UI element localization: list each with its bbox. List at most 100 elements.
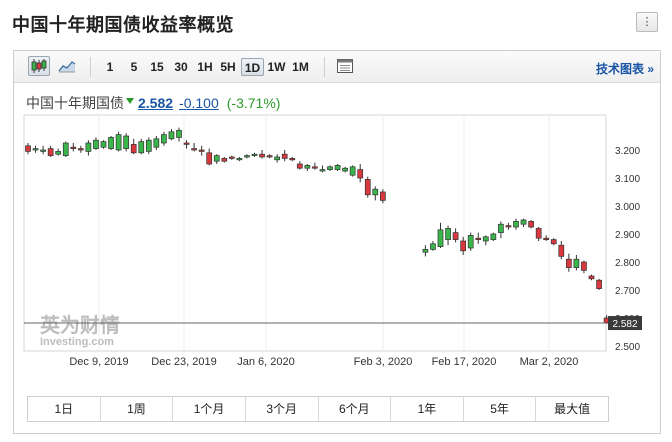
candle-up xyxy=(213,155,220,162)
candle-down xyxy=(198,149,205,152)
quote-row: 中国十年期国债 2.582 -0.100 (-3.71%) xyxy=(26,93,280,111)
candle-up xyxy=(319,169,326,172)
candle-up xyxy=(168,131,175,140)
candle-down xyxy=(221,158,228,162)
candle-up xyxy=(422,249,429,253)
x-tick-label: Mar 2, 2020 xyxy=(520,356,579,368)
technical-chart-link[interactable]: 技术图表 » xyxy=(595,62,654,76)
price-change-percent: (-3.71%) xyxy=(226,95,281,111)
range-3m[interactable]: 3个月 xyxy=(246,397,319,421)
plot-area xyxy=(23,114,607,352)
watermark-cn: 英为财情 xyxy=(40,313,120,337)
candle-up xyxy=(482,236,489,242)
y-tick-label: 2.500 xyxy=(615,342,640,353)
timeframe-30[interactable]: 30 xyxy=(174,60,188,74)
timeframe-15[interactable]: 15 xyxy=(150,60,164,74)
candle-down xyxy=(183,142,190,145)
y-tick-label: 2.800 xyxy=(615,258,640,269)
y-tick-label: 3.000 xyxy=(615,202,640,213)
candle-down xyxy=(528,221,534,228)
candle-up xyxy=(342,167,348,172)
candlestick-chart[interactable]: 英为财情 Investing.com 3.200 3.100 3.000 2.900 2… xyxy=(14,51,660,391)
candle-down xyxy=(77,148,84,151)
timeframe-1[interactable]: 1 xyxy=(106,60,114,74)
candle-up xyxy=(145,139,152,152)
candle-up xyxy=(62,142,69,156)
timeframe-5h[interactable]: 5H xyxy=(220,60,236,74)
timeframe-1m[interactable]: 1M xyxy=(292,60,309,74)
range-selector: 1日 1周 1个月 3个月 6个月 1年 5年 最大值 xyxy=(27,396,609,422)
candle-up xyxy=(445,228,451,240)
range-1w[interactable]: 1周 xyxy=(101,397,174,421)
area-chart-icon[interactable] xyxy=(56,56,78,76)
candle-up xyxy=(153,138,160,148)
candle-down xyxy=(312,166,318,169)
down-arrow-icon xyxy=(126,98,134,105)
candle-up xyxy=(85,142,92,152)
candle-up xyxy=(123,135,130,149)
candle-down xyxy=(452,232,459,240)
candle-up xyxy=(100,141,107,148)
x-tick-label: Dec 9, 2019 xyxy=(69,356,128,368)
candle-down xyxy=(229,156,235,159)
y-tick-label: 2.900 xyxy=(615,230,640,241)
candle-up xyxy=(520,219,527,225)
candle-down xyxy=(47,148,54,156)
x-tick-label: Dec 23, 2019 xyxy=(151,356,216,368)
current-value-label: 2.582 xyxy=(612,319,637,330)
candle-up xyxy=(55,151,62,155)
candle-up xyxy=(513,221,519,228)
range-max[interactable]: 最大值 xyxy=(554,402,591,416)
candle-down xyxy=(130,144,137,154)
candle-up xyxy=(573,258,580,268)
candle-up xyxy=(467,235,474,249)
candle-up xyxy=(236,158,243,161)
page-title: 中国十年期国债收益率概览 xyxy=(12,15,234,35)
candle-down xyxy=(505,225,512,228)
options-button[interactable]: ⋮ xyxy=(636,12,658,32)
candle-down xyxy=(565,258,572,268)
range-5y[interactable]: 5年 xyxy=(464,397,537,421)
current-value-tag xyxy=(608,316,642,331)
watermark-en: Investing.com xyxy=(40,336,114,348)
range-1d[interactable]: 1日 xyxy=(28,397,101,421)
candle-up xyxy=(176,130,182,138)
candle-up xyxy=(161,134,167,144)
instrument-name: 中国十年期国债 xyxy=(26,95,124,111)
candlestick-icon[interactable] xyxy=(28,56,50,76)
candle-up xyxy=(372,188,379,196)
range-1m[interactable]: 1个月 xyxy=(173,397,246,421)
timeframe-1w[interactable]: 1W xyxy=(267,60,286,74)
candle-down xyxy=(550,239,557,245)
candle-down xyxy=(460,240,466,252)
candle-up xyxy=(93,139,99,149)
candle-up xyxy=(244,155,250,158)
candle-up xyxy=(304,165,311,169)
candle-up xyxy=(334,165,341,170)
y-tick-label: 3.200 xyxy=(615,146,640,157)
timeframe-1d[interactable]: 1D xyxy=(241,58,264,76)
candle-up xyxy=(115,134,122,151)
candle-down xyxy=(357,169,364,179)
candle-up xyxy=(40,149,46,152)
candle-up xyxy=(274,156,280,161)
x-tick-label: Jan 6, 2020 xyxy=(237,356,295,368)
toolbar-separator xyxy=(324,57,325,77)
chart-widget: 1 5 15 30 1H 5H 1D 1W 1M 技术图表 » 中国十年期国债 2… xyxy=(13,50,661,434)
candle-up xyxy=(498,223,504,233)
table-view-icon[interactable] xyxy=(334,56,356,76)
range-1y[interactable]: 1年 xyxy=(391,397,464,421)
candle-down xyxy=(266,155,273,158)
candle-down xyxy=(70,146,77,149)
timeframe-1h[interactable]: 1H xyxy=(197,60,213,74)
candle-down xyxy=(535,228,542,239)
range-6m[interactable]: 6个月 xyxy=(319,397,392,421)
price-change[interactable]: -0.100 xyxy=(179,95,219,111)
timeframe-5[interactable]: 5 xyxy=(130,60,138,74)
candle-up xyxy=(430,243,436,250)
candle-down xyxy=(281,153,288,159)
candle-up xyxy=(138,141,145,154)
candle-down xyxy=(596,279,602,289)
candle-down xyxy=(25,145,31,152)
last-price[interactable]: 2.582 xyxy=(138,95,174,111)
